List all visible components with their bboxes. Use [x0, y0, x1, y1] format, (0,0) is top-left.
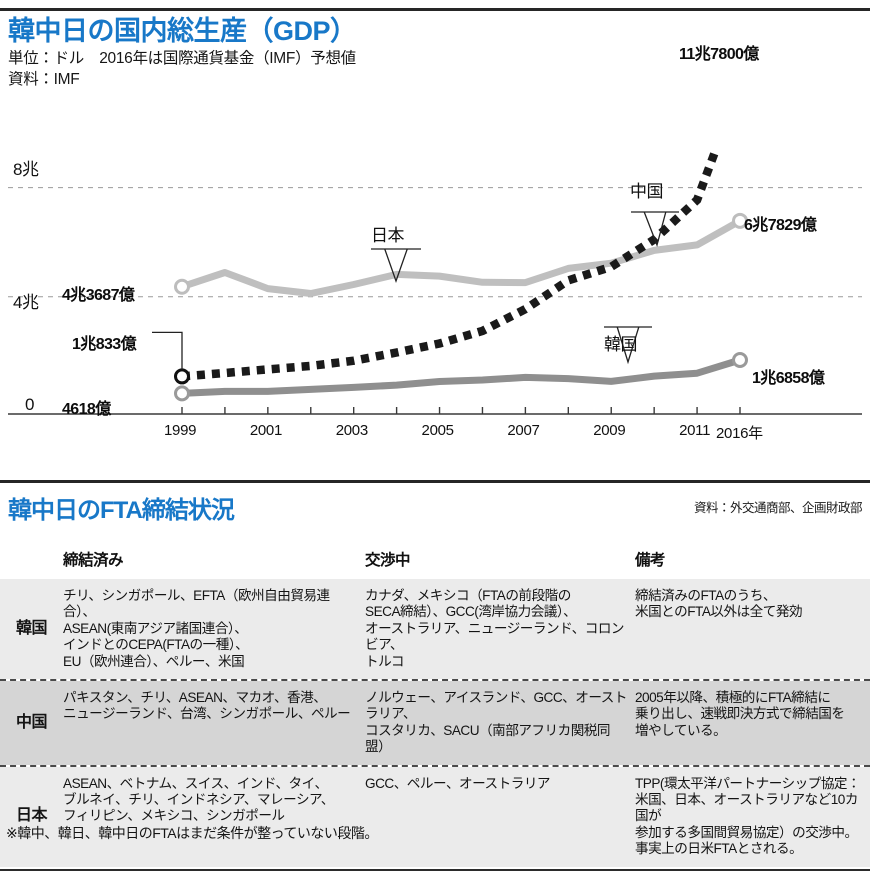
x-tick-2005: 2005	[421, 422, 454, 439]
table-row: 中国 パキスタン、チリ、ASEAN、マカオ、香港、 ニュージーランド、台湾、シン…	[0, 681, 870, 765]
x-tick-2009: 2009	[593, 422, 626, 439]
row-separator	[0, 679, 870, 682]
x-tick-1999: 1999	[164, 422, 197, 439]
korea-concluded: チリ、シンガポール、EFTA（欧州自由貿易連合）、 ASEAN(東南アジア諸国連…	[63, 588, 330, 669]
table-row: 日本 ASEAN、ベトナム、スイス、インド、タイ、 ブルネイ、チリ、インドネシア…	[0, 766, 870, 867]
japan-negotiating: GCC、ペルー、オーストラリア	[365, 775, 551, 791]
gdp-line-chart	[0, 150, 870, 460]
korea-end-value: 1兆6858億	[752, 370, 825, 387]
y-tick-0: 0	[25, 395, 34, 414]
x-tick-2016: 2016年	[716, 425, 763, 442]
row-label-korea: 韓国	[15, 619, 48, 637]
y-tick-8cho: 8兆	[13, 160, 39, 179]
series-label-china: 中国	[630, 182, 664, 201]
chart-subtitle-source: 資料：IMF	[8, 71, 80, 88]
column-header-concluded: 締結済み	[63, 552, 124, 569]
china-end-value: 11兆7800億	[679, 46, 759, 63]
japan-start-value: 4兆3687億	[62, 287, 135, 304]
series-label-korea: 韓国	[604, 335, 638, 354]
column-header-negotiating: 交渉中	[365, 552, 411, 569]
china-negotiating: ノルウェー、アイスランド、GCC、オーストラリア、 コスタリカ、SACU（南部ア…	[365, 690, 627, 755]
table-row: 韓国 チリ、シンガポール、EFTA（欧州自由貿易連合）、 ASEAN(東南アジア…	[0, 579, 870, 680]
row-label-japan: 日本	[15, 807, 48, 825]
x-tick-2001: 2001	[249, 422, 283, 439]
infographic-page: 韓中日の国内総生産（GDP） 単位：ドル 2016年は国際通貨基金（IMF）予想…	[0, 8, 870, 871]
panel-divider	[0, 480, 870, 483]
y-tick-4cho: 4兆	[13, 293, 39, 312]
china-start-value: 1兆833億	[72, 336, 137, 353]
korea-negotiating: カナダ、メキシコ（FTAの前段階の SECA締結）、GCC(湾岸協力会議）、 オ…	[365, 588, 625, 669]
china-remarks: 2005年以降、積極的にFTA締結に 乗り出し、速戦即決方式で締結国を 増やして…	[635, 690, 845, 738]
korea-start-value: 4618億	[62, 401, 111, 418]
row-label-china: 中国	[15, 713, 48, 731]
column-header-remarks: 備考	[635, 552, 666, 569]
japan-remarks: TPP(環太平洋パートナーシップ協定： 米国、日本、オーストラリアなど10カ国が…	[635, 775, 861, 857]
japan-concluded: ASEAN、ベトナム、スイス、インド、タイ、 ブルネイ、チリ、インドネシア、マレ…	[63, 775, 334, 824]
chart-title: 韓中日の国内総生産（GDP）	[8, 16, 357, 46]
fta-source: 資料：外交通商部、企画財政部	[693, 501, 863, 515]
fta-title: 韓中日のFTA締結状況	[8, 497, 235, 524]
series-label-japan: 日本	[371, 226, 405, 245]
china-concluded: パキスタン、チリ、ASEAN、マカオ、香港、 ニュージーランド、台湾、シンガポー…	[63, 690, 351, 722]
chart-subtitle-unit: 単位：ドル 2016年は国際通貨基金（IMF）予想値	[8, 50, 356, 67]
korea-remarks: 締結済みのFTAのうち、 米国とのFTA以外は全て発効	[635, 588, 803, 620]
x-tick-2003: 2003	[335, 422, 368, 439]
fta-footnote: ※韓中、韓日、韓中日のFTAはまだ条件が整っていない段階。	[6, 825, 378, 841]
japan-end-value: 6兆7829億	[744, 217, 817, 234]
row-separator	[0, 764, 870, 767]
x-tick-2007: 2007	[507, 422, 540, 439]
chart-header: 韓中日の国内総生産（GDP） 単位：ドル 2016年は国際通貨基金（IMF）予想…	[8, 14, 628, 90]
top-divider	[0, 8, 870, 11]
x-tick-2011: 2011	[679, 422, 711, 439]
fta-table-header: 締結済み 交渉中 備考	[0, 548, 870, 581]
fta-table: 締結済み 交渉中 備考 韓国 チリ、シンガポール、EFTA（欧州自由貿易連合）、…	[0, 548, 870, 871]
chart-canvas	[8, 150, 862, 415]
